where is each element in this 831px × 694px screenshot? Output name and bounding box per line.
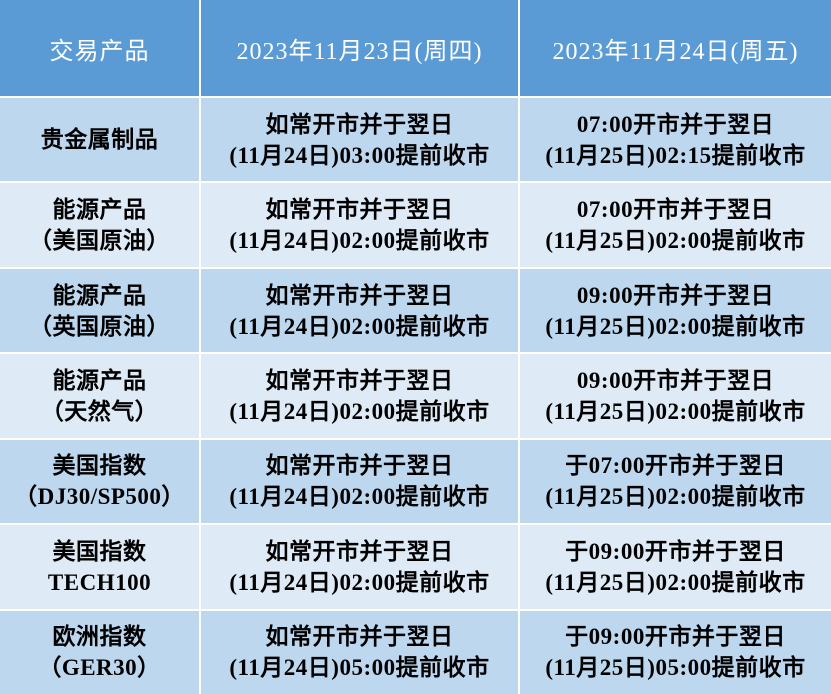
row-3-day1-cell: 如常开市并于翌日 (11月24日)02:00提前收市 — [201, 268, 518, 353]
schedule-line-1: 于09:00开市并于翌日 — [565, 538, 786, 564]
schedule-line-1: 如常开市并于翌日 — [265, 197, 454, 223]
schedule-line-1: 07:00开市并于翌日 — [576, 111, 775, 137]
row-7-day2-cell: 于09:00开市并于翌日 (11月25日)05:00提前收市 — [520, 610, 831, 694]
schedule-line-2: (11月25日)02:00提前收市 — [545, 313, 806, 339]
product-name-line-2: （GER30） — [38, 655, 161, 681]
schedule-line-1: 07:00开市并于翌日 — [576, 197, 775, 223]
schedule-line-2: (11月24日)02:00提前收市 — [229, 228, 490, 254]
product-name-line-1: 美国指数 — [52, 538, 147, 564]
row-7-day1-cell: 如常开市并于翌日 (11月24日)05:00提前收市 — [201, 610, 518, 694]
row-4-product-cell: 能源产品 （天然气） — [0, 354, 199, 438]
schedule-line-2: (11月24日)05:00提前收市 — [229, 655, 490, 681]
row-4-day1-cell: 如常开市并于翌日 (11月24日)02:00提前收市 — [201, 354, 518, 438]
schedule-line-2: (11月25日)05:00提前收市 — [545, 655, 806, 681]
row-1-day2-cell: 07:00开市并于翌日 (11月25日)02:15提前收市 — [520, 98, 831, 182]
row-2-day1-cell: 如常开市并于翌日 (11月24日)02:00提前收市 — [201, 183, 518, 267]
row-3-product-cell: 能源产品 （英国原油） — [0, 268, 199, 353]
product-name-line-1: 能源产品 — [52, 197, 147, 223]
product-name-line-1: 贵金属制品 — [40, 127, 159, 153]
header-cell-product: 交易产品 — [0, 0, 199, 96]
row-2-product-cell: 能源产品 （美国原油） — [0, 183, 199, 267]
row-7-product-cell: 欧洲指数 （GER30） — [0, 610, 199, 694]
product-name-line-1: 美国指数 — [52, 453, 147, 479]
product-name-line-1: 能源产品 — [52, 282, 147, 308]
schedule-line-2: (11月25日)02:15提前收市 — [545, 142, 806, 168]
schedule-line-1: 于07:00开市并于翌日 — [565, 453, 786, 479]
schedule-line-1: 如常开市并于翌日 — [265, 367, 454, 393]
product-name-line-2: TECH100 — [47, 569, 152, 595]
schedule-line-2: (11月25日)02:00提前收市 — [545, 484, 806, 510]
schedule-line-1: 于09:00开市并于翌日 — [565, 624, 786, 650]
row-6-product-cell: 美国指数 TECH100 — [0, 525, 199, 609]
row-2-day2-cell: 07:00开市并于翌日 (11月25日)02:00提前收市 — [520, 183, 831, 267]
row-6-day1-cell: 如常开市并于翌日 (11月24日)02:00提前收市 — [201, 525, 518, 609]
product-name-line-2: （美国原油） — [29, 228, 170, 254]
schedule-line-1: 如常开市并于翌日 — [265, 624, 454, 650]
row-5-product-cell: 美国指数 （DJ30/SP500） — [0, 439, 199, 524]
schedule-line-2: (11月25日)02:00提前收市 — [545, 398, 806, 424]
schedule-line-1: 如常开市并于翌日 — [265, 282, 454, 308]
row-4-day2-cell: 09:00开市并于翌日 (11月25日)02:00提前收市 — [520, 354, 831, 438]
product-name-line-1: 能源产品 — [52, 367, 147, 393]
row-1-product-cell: 贵金属制品 — [0, 98, 199, 182]
row-5-day1-cell: 如常开市并于翌日 (11月24日)02:00提前收市 — [201, 439, 518, 524]
schedule-line-2: (11月25日)02:00提前收市 — [545, 569, 806, 595]
schedule-line-1: 如常开市并于翌日 — [265, 538, 454, 564]
product-name-line-2: （英国原油） — [29, 313, 170, 339]
product-name-line-1: 欧洲指数 — [52, 624, 147, 650]
row-6-day2-cell: 于09:00开市并于翌日 (11月25日)02:00提前收市 — [520, 525, 831, 609]
product-name-line-2: （DJ30/SP500） — [14, 484, 185, 510]
schedule-line-2: (11月24日)02:00提前收市 — [229, 484, 490, 510]
header-cell-day1: 2023年11月23日(周四) — [201, 0, 518, 96]
product-name-line-2: （天然气） — [40, 398, 159, 424]
schedule-line-2: (11月25日)02:00提前收市 — [545, 228, 806, 254]
schedule-line-1: 09:00开市并于翌日 — [576, 367, 775, 393]
schedule-line-2: (11月24日)02:00提前收市 — [229, 313, 490, 339]
row-5-day2-cell: 于07:00开市并于翌日 (11月25日)02:00提前收市 — [520, 439, 831, 524]
header-cell-day2: 2023年11月24日(周五) — [520, 0, 831, 96]
schedule-line-1: 如常开市并于翌日 — [265, 111, 454, 137]
schedule-line-1: 09:00开市并于翌日 — [576, 282, 775, 308]
row-3-day2-cell: 09:00开市并于翌日 (11月25日)02:00提前收市 — [520, 268, 831, 353]
row-1-day1-cell: 如常开市并于翌日 (11月24日)03:00提前收市 — [201, 98, 518, 182]
schedule-line-2: (11月24日)02:00提前收市 — [229, 569, 490, 595]
schedule-line-2: (11月24日)02:00提前收市 — [229, 398, 490, 424]
schedule-line-2: (11月24日)03:00提前收市 — [229, 142, 490, 168]
schedule-line-1: 如常开市并于翌日 — [265, 453, 454, 479]
